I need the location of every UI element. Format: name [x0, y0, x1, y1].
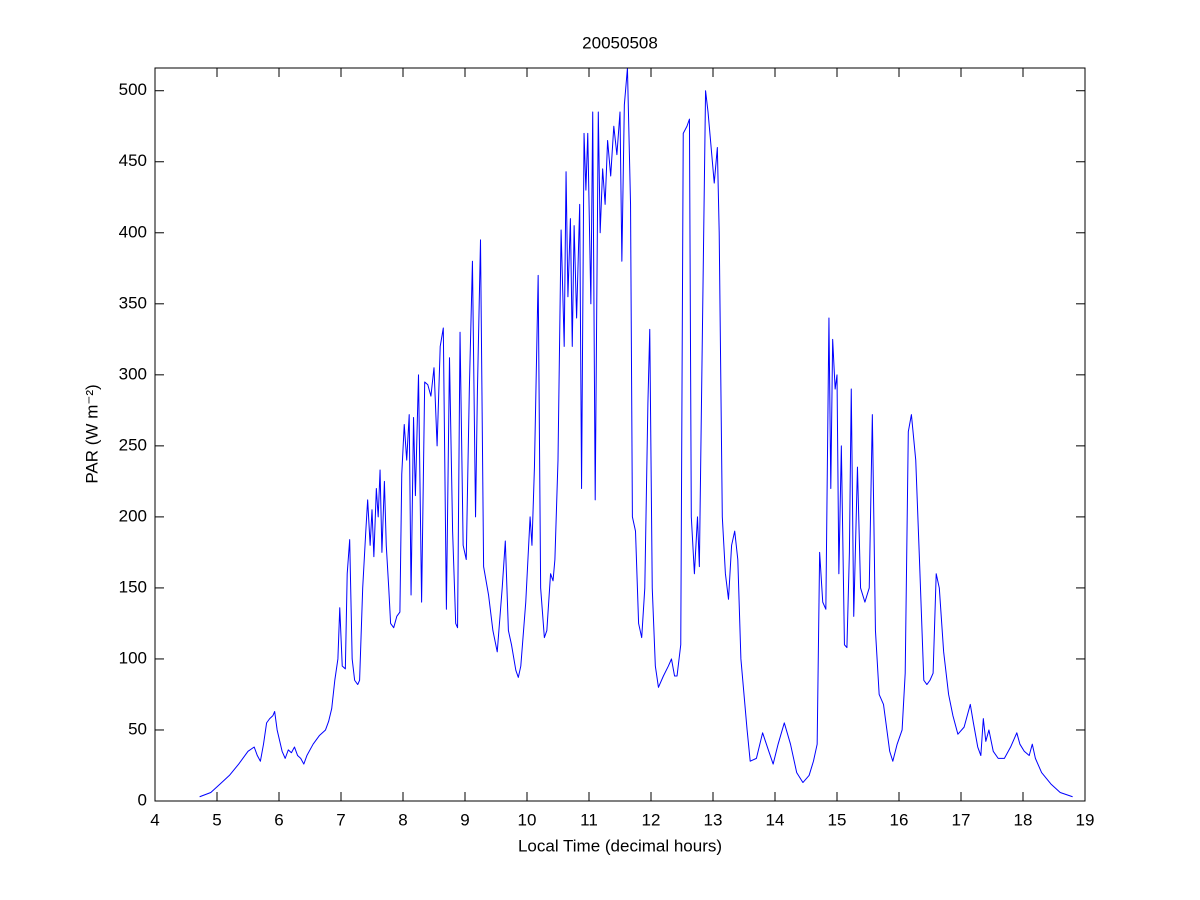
x-tick-label: 8	[398, 810, 407, 829]
x-tick-label: 9	[460, 810, 469, 829]
x-tick-label: 14	[766, 810, 785, 829]
y-tick-label: 100	[119, 648, 147, 667]
y-tick-label: 450	[119, 151, 147, 170]
y-tick-label: 350	[119, 293, 147, 312]
y-tick-label: 150	[119, 577, 147, 596]
x-tick-label: 7	[336, 810, 345, 829]
x-tick-label: 19	[1076, 810, 1095, 829]
y-tick-label: 0	[138, 790, 147, 809]
plot-frame	[154, 67, 1086, 802]
x-tick-label: 11	[580, 810, 598, 829]
y-tick-label: 300	[119, 364, 147, 383]
y-tick-label: 50	[128, 719, 147, 738]
x-tick-label: 13	[704, 810, 723, 829]
y-tick-label: 200	[119, 506, 147, 525]
x-tick-label: 4	[150, 810, 159, 829]
y-axis-label: PAR (W m⁻²)	[82, 384, 101, 483]
x-tick-label: 6	[274, 810, 283, 829]
x-tick-label: 18	[1014, 810, 1033, 829]
y-tick-label: 400	[119, 222, 147, 241]
x-tick-label: 15	[828, 810, 847, 829]
y-tick-label: 500	[119, 80, 147, 99]
x-axis-label: Local Time (decimal hours)	[518, 836, 722, 855]
x-tick-label: 5	[212, 810, 221, 829]
chart-title: 20050508	[582, 33, 658, 52]
y-tick-label: 250	[119, 435, 147, 454]
x-tick-label: 10	[518, 810, 537, 829]
x-tick-label: 17	[952, 810, 971, 829]
x-tick-label: 16	[890, 810, 909, 829]
data-line	[199, 67, 1073, 798]
x-tick-label: 12	[642, 810, 661, 829]
